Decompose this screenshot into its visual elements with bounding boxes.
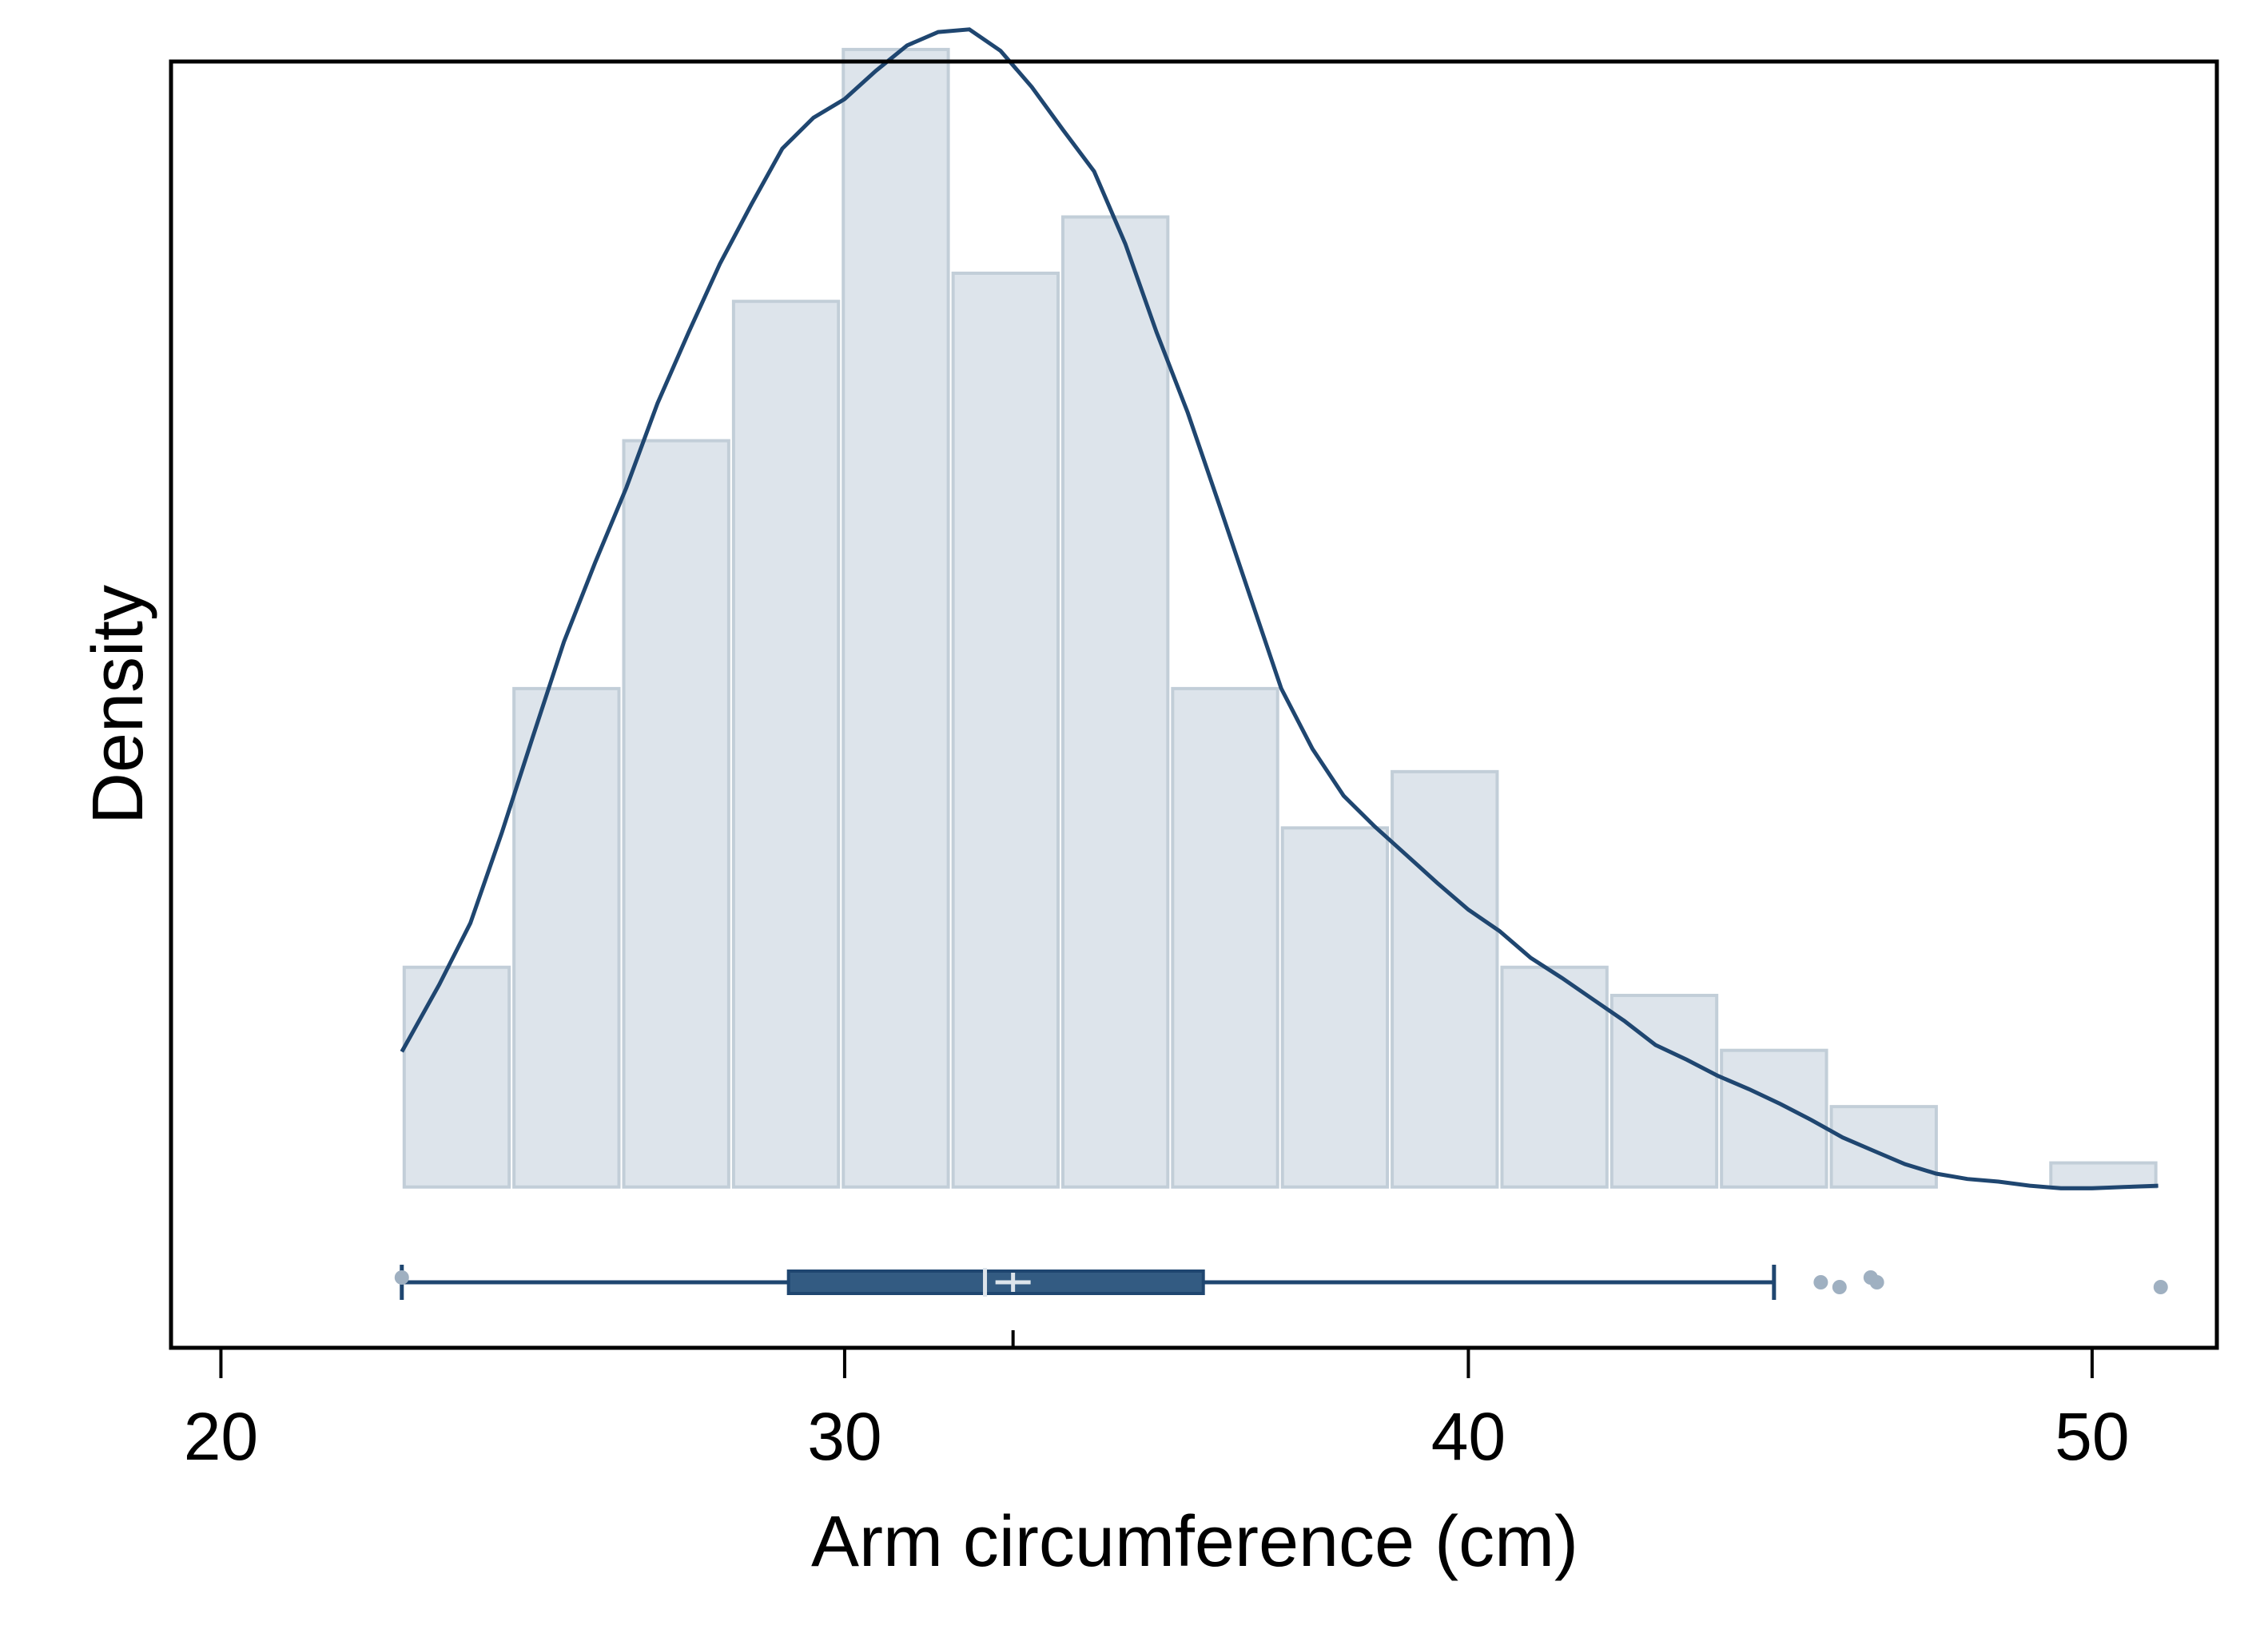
histogram-bar [842, 47, 950, 1189]
histogram-bar [1280, 826, 1390, 1189]
y-axis-title: Density [78, 585, 158, 824]
histogram-bar [731, 300, 841, 1189]
histogram-bar [402, 965, 511, 1189]
histogram-bar [951, 271, 1060, 1189]
histogram-bar [622, 439, 730, 1189]
histogram-bar [1060, 215, 1170, 1189]
outlier-point [1869, 1275, 1884, 1289]
density-curve [400, 27, 2159, 1190]
box-plot [394, 1265, 2168, 1348]
outlier-point [1832, 1280, 1847, 1294]
histogram-bar [1500, 965, 1609, 1189]
x-tick-label: 40 [1431, 1399, 1506, 1474]
histogram-bar [2049, 1161, 2158, 1189]
outlier-point [1813, 1275, 1828, 1289]
x-tick-label: 50 [2055, 1399, 2129, 1474]
x-axis: 20 30 40 50 [184, 1348, 2130, 1474]
histogram-bar [512, 686, 621, 1189]
x-tick-label: 20 [184, 1399, 258, 1474]
histogram-bar [1609, 993, 1719, 1189]
histogram-bar [1829, 1105, 1938, 1189]
x-axis-title: Arm circumference (cm) [811, 1502, 1578, 1582]
outlier-point [2153, 1280, 2168, 1294]
outlier-point [394, 1270, 409, 1285]
histogram-bars [402, 47, 2158, 1189]
histogram-bar [1391, 769, 1499, 1189]
histogram-bar [1171, 686, 1279, 1189]
x-tick-label: 30 [807, 1399, 881, 1474]
plot-frame [169, 59, 2219, 1350]
